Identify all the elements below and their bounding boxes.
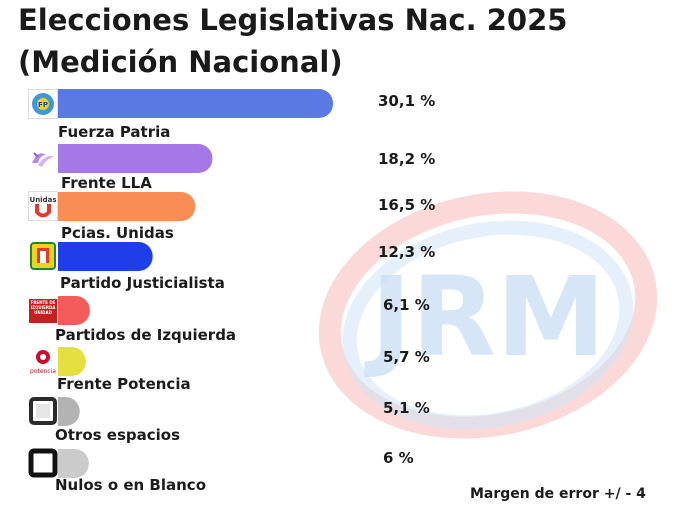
jrm-watermark: JRM [318, 191, 658, 439]
category-label-fuerza-patria: Fuerza Patria [58, 123, 171, 141]
bar-partido-justicialista [28, 242, 153, 271]
partidos-de-izquierda-logo-icon: FRENTE DE IZQUIERDA UNIDAD [28, 296, 58, 326]
margin-of-error-note: Margen de error +/ - 4 [470, 486, 646, 502]
svg-text:FP: FP [38, 101, 48, 109]
value-label-otros-espacios: 5,1 % [383, 399, 430, 417]
frente-lla-logo-icon [28, 143, 58, 173]
category-label-pcias-unidas: Pcias. Unidas [61, 224, 174, 242]
category-label-nulos-o-en-blanco: Nulos o en Blanco [55, 476, 207, 494]
page-title-line1: Elecciones Legislativas Nac. 2025 [18, 3, 568, 37]
bar-fuerza-patria [28, 89, 333, 118]
value-label-partido-justicialista: 12,3 % [378, 243, 436, 261]
frente-potencia-logo-icon: potencia [28, 347, 58, 377]
otros-espacios-square-icon [28, 396, 58, 426]
category-label-partido-justicialista: Partido Justicialista [60, 274, 225, 292]
value-label-frente-potencia: 5,7 % [383, 348, 430, 366]
watermark-text: JRM [363, 253, 605, 381]
fuerza-patria-logo-icon: FP [28, 89, 58, 119]
bar-frente-lla [28, 144, 213, 173]
category-label-otros-espacios: Otros espacios [55, 426, 181, 444]
value-label-fuerza-patria: 30,1 % [378, 92, 436, 110]
partido-justicialista-logo-icon [28, 241, 58, 271]
pcias-unidas-logo-icon: Unidas [28, 191, 58, 221]
category-label-partidos-de-izquierda: Partidos de Izquierda [55, 326, 237, 344]
value-label-nulos-o-en-blanco: 6 % [383, 449, 414, 467]
bar-pcias-unidas [28, 192, 196, 221]
page-title-line2: (Medición Nacional) [18, 45, 343, 79]
value-label-pcias-unidas: 16,5 % [378, 196, 436, 214]
value-label-partidos-de-izquierda: 6,1 % [383, 296, 430, 314]
nulos-blanco-square-icon [28, 448, 58, 478]
category-label-frente-lla: Frente LLA [61, 174, 152, 192]
value-label-frente-lla: 18,2 % [378, 150, 436, 168]
category-label-frente-potencia: Frente Potencia [57, 375, 191, 393]
svg-text:Unidas: Unidas [30, 196, 57, 204]
svg-text:potencia: potencia [30, 368, 56, 375]
